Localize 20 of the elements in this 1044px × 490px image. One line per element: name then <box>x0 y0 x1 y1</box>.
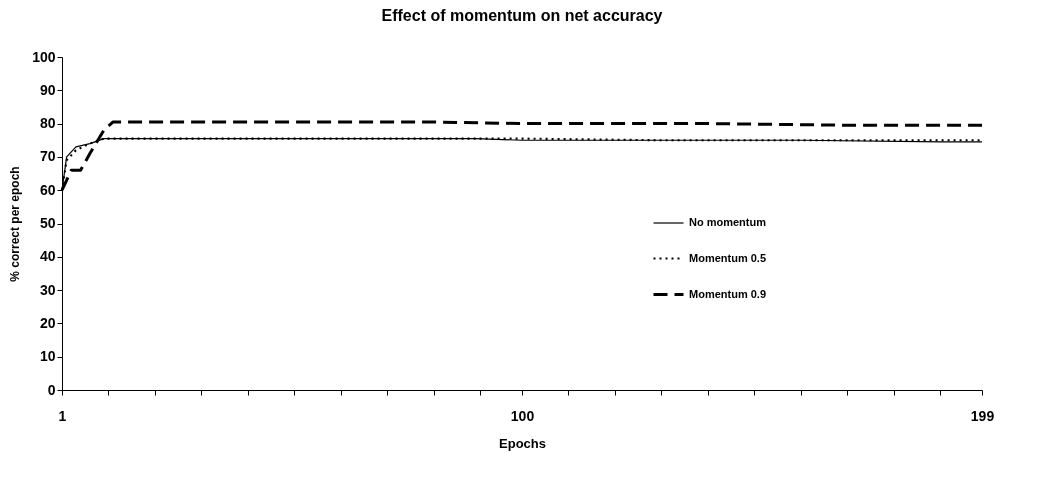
y-axis-title: % correct per epoch <box>8 166 23 282</box>
y-tick-label: 50 <box>39 215 56 231</box>
x-tick-label: 1 <box>58 407 67 424</box>
chart-title: Effect of momentum on net accuracy <box>381 7 663 24</box>
legend-label: Momentum 0.5 <box>689 251 767 264</box>
x-tick-label: 100 <box>510 407 535 424</box>
legend-label: No momentum <box>689 216 767 228</box>
y-tick-label: 10 <box>39 348 56 365</box>
y-tick-label: 100 <box>32 48 56 65</box>
y-tick-label: 30 <box>39 281 56 298</box>
y-tick-label: 40 <box>39 248 56 265</box>
y-tick-label: 80 <box>39 115 56 132</box>
legend-label: Momentum 0.9 <box>689 287 767 300</box>
x-axis-title: Epochs <box>499 435 546 451</box>
y-tick-label: 0 <box>47 381 56 398</box>
y-tick-label: 70 <box>39 148 56 165</box>
x-tick-label: 199 <box>970 407 995 424</box>
y-tick-label: 20 <box>39 314 56 331</box>
y-tick-label: 90 <box>39 81 56 98</box>
y-tick-label: 60 <box>39 181 56 198</box>
